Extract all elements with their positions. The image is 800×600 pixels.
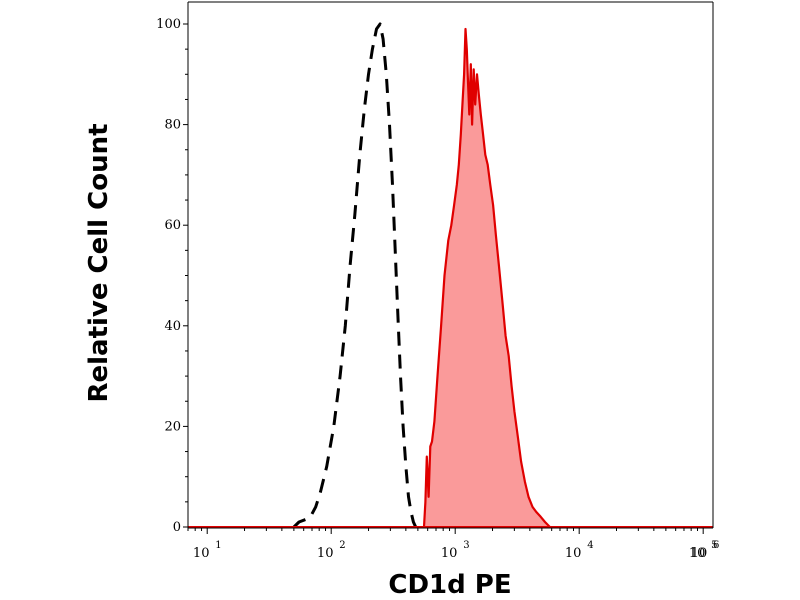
series-1-fill xyxy=(424,29,550,527)
x-tick-label: 10 xyxy=(565,546,582,561)
y-tick-label: 0 xyxy=(173,520,181,535)
x-tick-label: 10 xyxy=(441,546,458,561)
y-tick-label: 40 xyxy=(164,319,181,334)
x-tick-exponent: 3 xyxy=(463,540,469,551)
plot-area xyxy=(188,22,713,529)
x-tick-exponent: 1 xyxy=(215,540,221,551)
x-tick-exponent: 2 xyxy=(339,540,345,551)
x-tick-label: 10 xyxy=(317,546,334,561)
y-tick-label: 80 xyxy=(164,118,181,133)
x-axis-title: CD1d PE xyxy=(388,570,511,600)
x-tick-label: 10 xyxy=(691,546,708,561)
x-tick-label: 10 xyxy=(689,546,706,561)
x-tick-label: 10 xyxy=(193,546,210,561)
y-tick-label: 20 xyxy=(164,419,181,434)
series-0-line xyxy=(292,22,418,529)
y-tick-label: 60 xyxy=(164,218,181,233)
y-tick-label: 100 xyxy=(156,17,181,32)
x-tick-exponent: 5 xyxy=(711,540,717,551)
y-axis-title: Relative Cell Count xyxy=(84,123,114,402)
x-tick-exponent: 6 xyxy=(713,540,719,551)
tick-marks xyxy=(183,23,704,534)
series-1-line xyxy=(422,27,551,528)
x-tick-exponent: 4 xyxy=(587,540,593,551)
axes xyxy=(187,1,714,529)
